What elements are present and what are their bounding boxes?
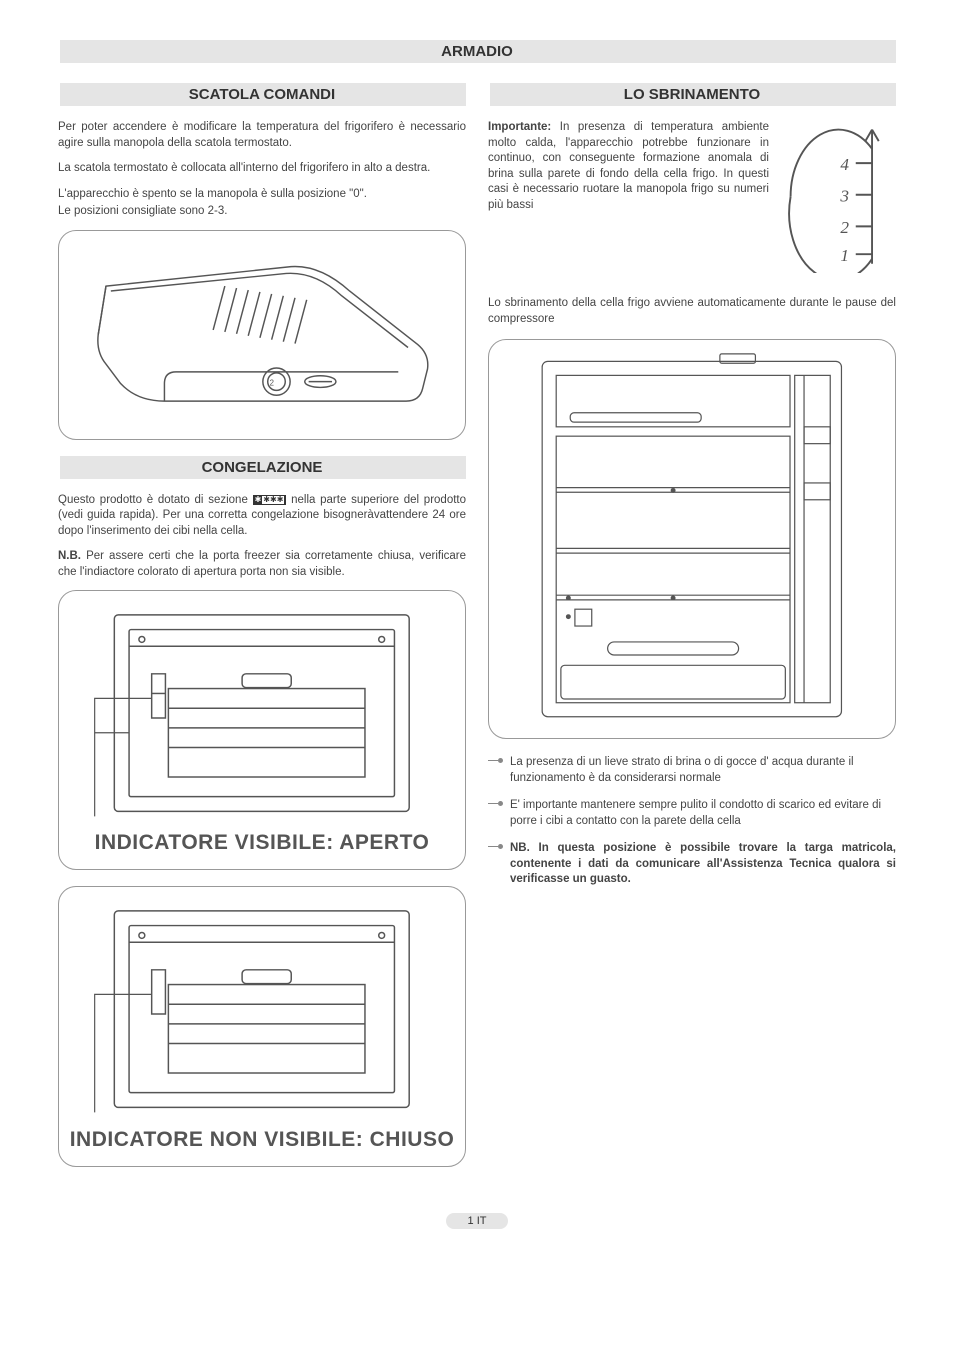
bullet-icon [488, 755, 502, 786]
paragraph: Questo prodotto è dotato di sezione ✱✱✱✱… [58, 493, 466, 540]
control-box-illustration-icon: 2 [67, 235, 457, 435]
bullet-text: NB. In questa posizione è possibile trov… [510, 841, 896, 888]
figure-indicator-closed: INDICATORE NON VISIBILE: CHIUSO [58, 886, 466, 1166]
section-title-text: LO SBRINAMENTO [624, 86, 760, 103]
figure-control-box: 2 [58, 230, 466, 440]
fridge-interior-illustration-icon [501, 352, 883, 726]
paragraph: Le posizioni consigliate sono 2-3. [58, 204, 466, 220]
paragraph: Per poter accendere è modificare la temp… [58, 120, 466, 151]
dial-label: 2 [840, 218, 849, 237]
text-with-dial: Importante: In presenza di temperatura a… [488, 120, 896, 276]
bold-label: Importante: [488, 121, 551, 133]
two-column-layout: SCATOLA COMANDI Per poter accendere è mo… [58, 83, 896, 1183]
main-title-bar: ARMADIO [58, 40, 896, 63]
section-title-text: CONGELAZIONE [202, 459, 323, 476]
section-title-text: SCATOLA COMANDI [189, 86, 335, 103]
left-column: SCATOLA COMANDI Per poter accendere è mo… [58, 83, 466, 1183]
fridge-open-illustration-icon [75, 605, 449, 821]
bold-label: N.B. [58, 550, 81, 562]
dial-label: 4 [840, 155, 849, 174]
paragraph: La scatola termostato è collocata all'in… [58, 161, 466, 177]
bullet-list: La presenza di un lieve strato di brina … [488, 755, 896, 888]
bullet-text: E' importante mantenere sempre pulito il… [510, 798, 896, 829]
section-title-sbrinamento: LO SBRINAMENTO [488, 83, 896, 106]
list-item: NB. In questa posizione è possibile trov… [488, 841, 896, 888]
paragraph: Lo sbrinamento della cella frigo avviene… [488, 296, 896, 327]
figure-indicator-open: INDICATORE VISIBILE: APERTO [58, 590, 466, 870]
list-item: La presenza di un lieve strato di brina … [488, 755, 896, 786]
bullet-icon [488, 798, 502, 829]
dial-label: 3 [839, 186, 849, 205]
list-item: E' importante mantenere sempre pulito il… [488, 798, 896, 829]
paragraph: L'apparecchio è spento se la manopola è … [58, 187, 466, 203]
figure-caption: INDICATORE NON VISIBILE: CHIUSO [70, 1118, 455, 1166]
section-title-scatola: SCATOLA COMANDI [58, 83, 466, 106]
right-column: LO SBRINAMENTO Importante: In presenza d… [488, 83, 896, 1183]
figure-caption: INDICATORE VISIBILE: APERTO [95, 821, 430, 869]
dial-label: 1 [840, 246, 849, 265]
page-footer: 1 IT [58, 1213, 896, 1229]
text-fragment: Per assere certi che la porta freezer si… [58, 550, 466, 578]
svg-text:2: 2 [270, 378, 274, 387]
bullet-icon [488, 841, 502, 888]
section-title-congelazione: CONGELAZIONE [58, 456, 466, 479]
text-fragment: In presenza di temperatura ambiente molt… [488, 121, 769, 211]
thermostat-dial-icon: 4 3 2 1 [781, 120, 896, 273]
dial-figure: 4 3 2 1 [781, 120, 896, 276]
bullet-text: La presenza di un lieve strato di brina … [510, 755, 896, 786]
text-fragment: Questo prodotto è dotato di sezione [58, 494, 248, 506]
figure-fridge-interior [488, 339, 896, 739]
paragraph: Importante: In presenza di temperatura a… [488, 120, 769, 213]
main-title-text: ARMADIO [441, 43, 513, 60]
fridge-closed-illustration-icon [75, 901, 449, 1117]
paragraph: N.B. Per assere certi che la porta freez… [58, 549, 466, 580]
page-number-pill: 1 IT [446, 1213, 509, 1229]
freezer-stars-icon: ✱✱✱✱ [253, 495, 287, 505]
